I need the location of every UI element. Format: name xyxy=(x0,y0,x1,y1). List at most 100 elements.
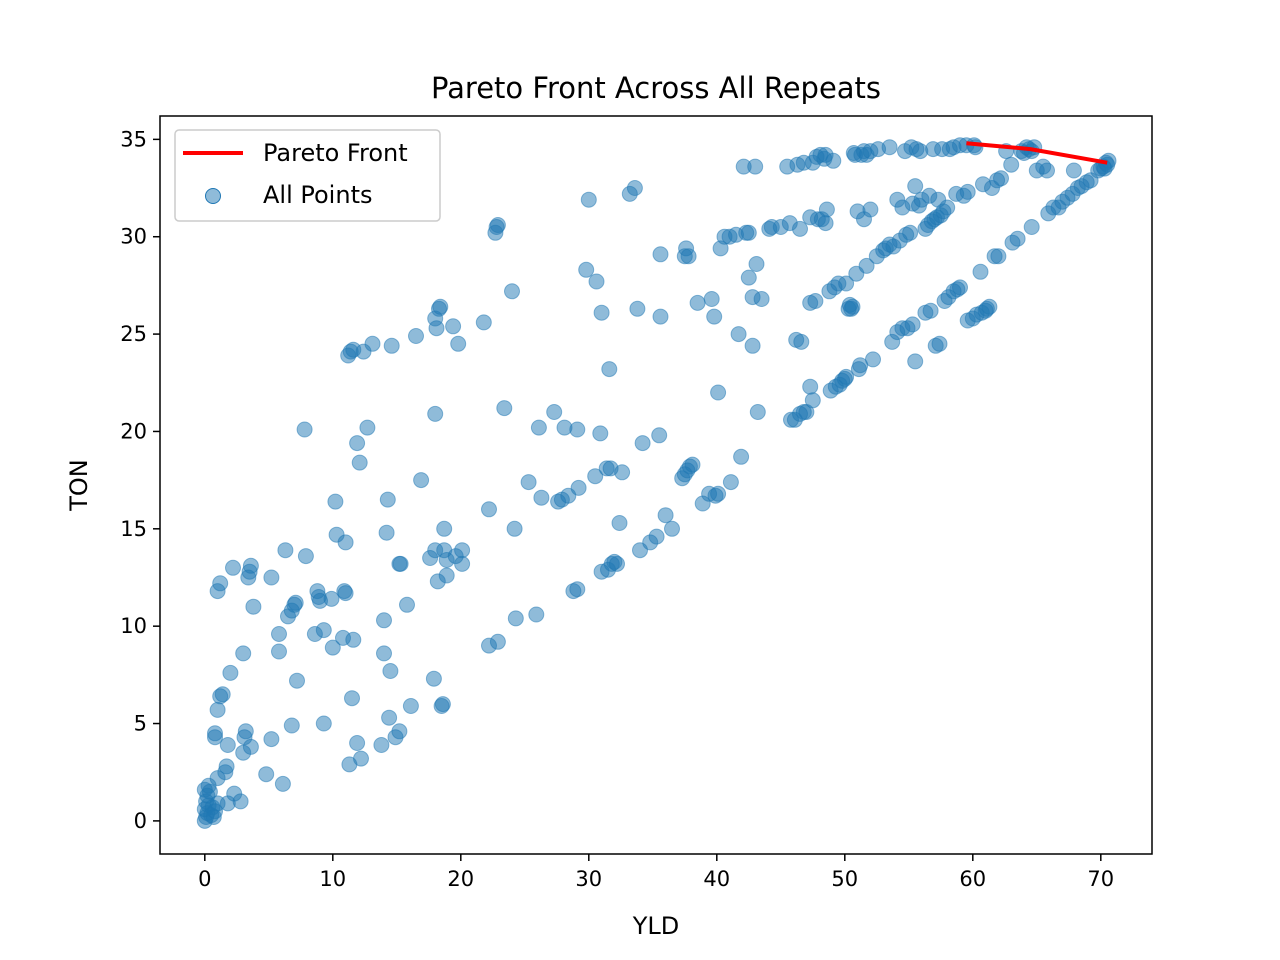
data-point xyxy=(1039,162,1055,179)
data-point xyxy=(383,337,400,354)
data-point xyxy=(1003,156,1020,173)
data-point xyxy=(611,515,628,531)
data-point xyxy=(530,419,547,436)
data-point xyxy=(315,622,332,639)
data-point xyxy=(323,590,340,607)
data-point xyxy=(344,690,360,707)
data-point xyxy=(345,631,362,648)
data-point xyxy=(506,520,523,537)
data-point xyxy=(952,279,968,296)
data-point xyxy=(931,335,948,352)
data-point xyxy=(838,275,855,292)
data-point xyxy=(804,392,821,409)
data-point xyxy=(546,404,563,420)
y-tick-label: 15 xyxy=(120,517,147,541)
data-point xyxy=(972,263,989,280)
data-point xyxy=(626,180,643,196)
data-point xyxy=(507,610,524,627)
data-point xyxy=(629,300,646,317)
data-point xyxy=(520,474,537,491)
data-point xyxy=(1009,230,1026,247)
x-axis-ticks: 0 10 20 30 40 50 60 70 xyxy=(198,854,1114,891)
data-point xyxy=(212,575,229,592)
data-point xyxy=(434,696,451,713)
data-point xyxy=(504,283,520,300)
data-point xyxy=(651,427,668,444)
data-point xyxy=(263,569,280,586)
data-point xyxy=(990,248,1007,265)
y-tick-label: 30 xyxy=(120,225,147,249)
data-point xyxy=(283,717,300,734)
data-point xyxy=(710,384,727,401)
data-point xyxy=(993,170,1009,187)
data-point xyxy=(413,472,430,489)
y-tick-label: 20 xyxy=(120,419,147,443)
legend-pareto-label: Pareto Front xyxy=(263,139,408,167)
data-point xyxy=(634,435,651,452)
data-point xyxy=(792,220,808,237)
y-axis-ticks: 0 5 10 15 20 25 30 35 xyxy=(120,127,160,833)
data-point xyxy=(747,158,764,175)
x-axis-label: YLD xyxy=(632,912,680,940)
data-point xyxy=(844,298,861,315)
points-layer xyxy=(196,137,1117,829)
data-point xyxy=(865,351,881,368)
data-point xyxy=(349,435,366,452)
data-point xyxy=(588,273,605,290)
data-point xyxy=(258,766,275,783)
data-point xyxy=(858,257,875,274)
data-point xyxy=(337,585,354,602)
data-point xyxy=(818,201,835,218)
x-tick-label: 60 xyxy=(959,867,986,891)
data-point xyxy=(296,421,313,438)
data-point xyxy=(376,612,392,629)
data-point xyxy=(225,559,241,576)
legend-points-swatch xyxy=(205,188,221,204)
data-point xyxy=(349,735,366,751)
data-point xyxy=(802,378,819,395)
data-point xyxy=(378,524,395,541)
data-point xyxy=(207,725,223,742)
data-point xyxy=(488,219,505,235)
data-point xyxy=(209,770,226,787)
data-point xyxy=(730,326,747,343)
x-tick-label: 50 xyxy=(831,867,858,891)
data-point xyxy=(904,316,921,333)
data-point xyxy=(436,520,453,537)
data-point xyxy=(337,534,354,551)
data-point xyxy=(379,491,396,508)
data-point xyxy=(733,448,750,465)
data-point xyxy=(587,468,604,485)
data-point xyxy=(382,663,399,679)
data-point xyxy=(740,224,757,241)
data-point xyxy=(748,256,765,272)
data-point xyxy=(749,404,766,420)
data-point xyxy=(907,178,924,195)
data-point xyxy=(287,594,304,611)
data-point xyxy=(1023,219,1040,235)
data-point xyxy=(706,308,723,325)
data-point xyxy=(237,723,254,740)
data-point xyxy=(838,368,855,385)
data-point xyxy=(1065,162,1082,179)
data-point xyxy=(593,304,610,321)
data-point xyxy=(922,302,939,319)
pareto-line-layer xyxy=(966,141,1108,165)
data-point xyxy=(652,246,669,263)
x-tick-label: 10 xyxy=(319,867,346,891)
data-point xyxy=(570,479,587,496)
data-point xyxy=(445,318,462,335)
data-point xyxy=(274,775,291,792)
data-point xyxy=(297,548,314,565)
data-point xyxy=(609,555,625,572)
data-point xyxy=(359,419,376,436)
pareto-front-line xyxy=(966,141,1108,165)
data-point xyxy=(450,335,467,352)
data-point xyxy=(753,291,770,307)
data-point xyxy=(689,294,706,311)
data-point xyxy=(376,645,392,662)
y-tick-label: 0 xyxy=(134,809,147,833)
x-tick-label: 20 xyxy=(447,867,474,891)
data-point xyxy=(454,542,471,559)
